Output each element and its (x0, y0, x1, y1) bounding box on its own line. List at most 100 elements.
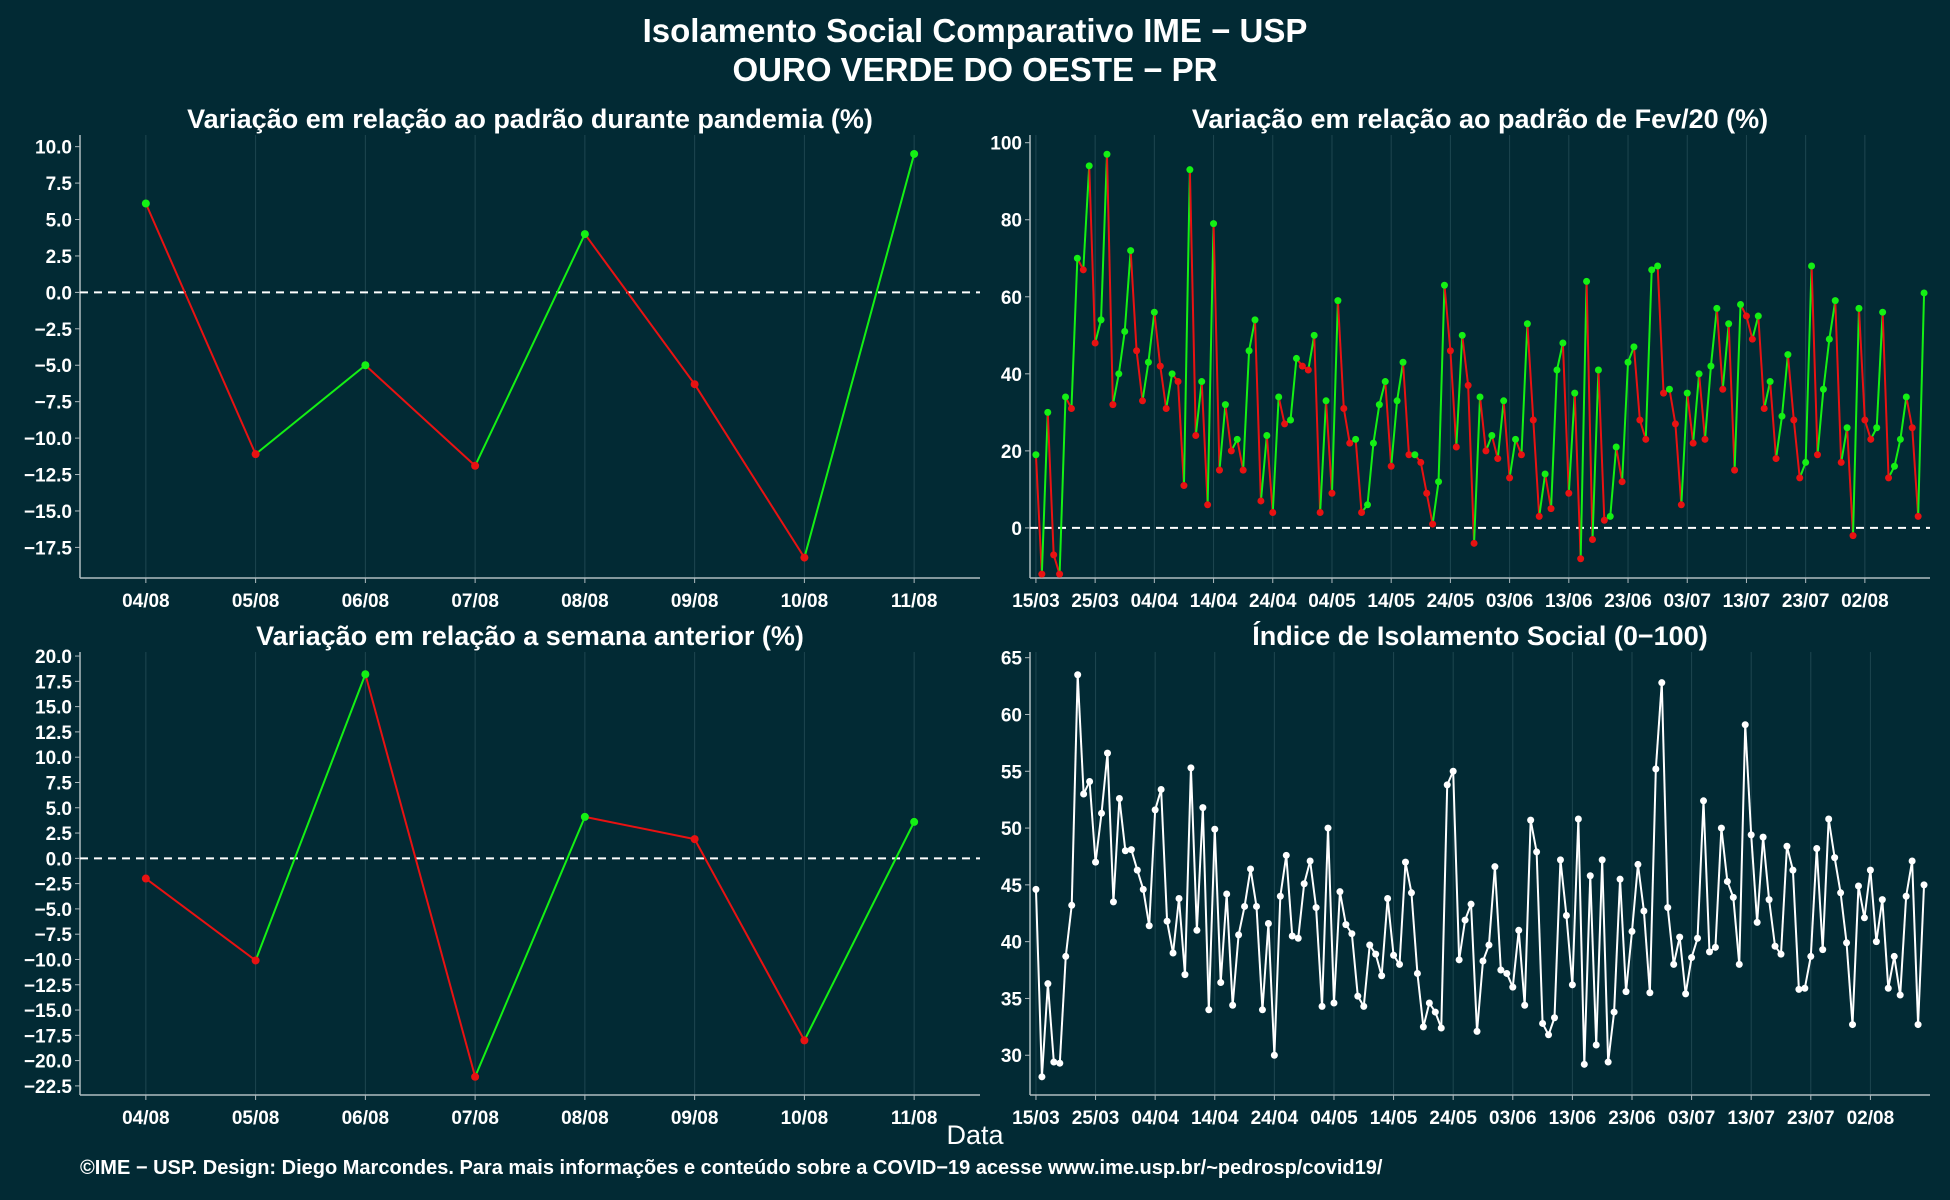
data-point (1390, 951, 1398, 959)
series-segment (1182, 169, 1191, 486)
data-point (1174, 378, 1182, 386)
series-segment (1520, 323, 1529, 455)
data-point (1866, 866, 1874, 874)
data-point (1227, 447, 1235, 455)
series-segment (1846, 427, 1855, 536)
series-segment (1555, 342, 1564, 371)
data-point (1754, 312, 1762, 320)
series-segment (1082, 165, 1091, 270)
series-segment (1779, 846, 1788, 955)
series-segment (1231, 934, 1240, 1006)
data-point (1683, 389, 1691, 397)
data-point (1843, 424, 1851, 432)
data-point (1583, 277, 1591, 285)
data-point (1790, 416, 1798, 424)
x-tick-label: 04/05 (1310, 1108, 1358, 1129)
y-tick-label: 60 (1001, 288, 1022, 309)
y-tick-label: 30 (1001, 1046, 1022, 1067)
series-segment (1648, 768, 1657, 993)
series-segment (1745, 315, 1754, 340)
series-segment (1419, 462, 1428, 494)
series-segment (1828, 300, 1837, 340)
data-point (1157, 785, 1165, 793)
data-point (1298, 362, 1306, 370)
data-point (1896, 435, 1904, 443)
data-point (1512, 435, 1520, 443)
series-segment (1559, 859, 1568, 916)
series-segment (1684, 957, 1693, 995)
y-tick-label: 15.0 (35, 698, 72, 719)
data-point (1405, 451, 1413, 459)
series-segment (474, 816, 586, 1078)
data-point (1269, 509, 1277, 517)
data-point (1085, 162, 1093, 170)
data-point (1369, 439, 1377, 447)
data-point (1920, 881, 1928, 889)
data-point (1831, 297, 1839, 305)
data-point (1586, 872, 1594, 880)
y-tick-label: −22.5 (24, 1077, 73, 1098)
series-segment (1529, 819, 1538, 853)
series-segment (1046, 412, 1055, 555)
data-point (471, 461, 480, 470)
series-segment (1493, 866, 1502, 971)
series-segment (1733, 304, 1742, 471)
data-point (1443, 781, 1451, 789)
data-point (1103, 150, 1111, 158)
data-point (1328, 489, 1336, 497)
data-point (1241, 902, 1249, 910)
panel-indice: Índice de Isolamento Social (0−100) 65 60 5… (1001, 620, 1930, 1129)
data-point (1541, 470, 1549, 478)
series-segment (1249, 868, 1258, 907)
data-point (580, 230, 589, 239)
data-point (1413, 969, 1421, 977)
data-point (1855, 304, 1863, 312)
data-point (1300, 880, 1308, 888)
y-tick-label: 0.0 (46, 849, 72, 870)
data-point (1387, 462, 1395, 470)
series-segment (1821, 818, 1830, 950)
series-segment (1869, 870, 1878, 942)
series-segment (1756, 837, 1765, 923)
x-tick-label: 09/08 (671, 591, 719, 612)
data-point (1322, 397, 1330, 405)
data-point (1694, 934, 1702, 942)
data-point (1205, 1006, 1213, 1014)
series-segment (1362, 944, 1371, 1007)
data-point (1464, 381, 1472, 389)
series-segment (1696, 800, 1705, 939)
data-point (1186, 166, 1194, 174)
data-point (1819, 385, 1827, 393)
series-segment (1194, 381, 1203, 436)
data-point (1664, 904, 1672, 912)
data-point (1217, 979, 1225, 987)
series-segment (1827, 818, 1836, 858)
y-tick-label: 7.5 (46, 773, 73, 794)
series-segment (1721, 323, 1730, 390)
series-segment (1585, 281, 1594, 540)
data-point (1890, 952, 1898, 960)
series-segment (1342, 408, 1351, 444)
data-point (1523, 320, 1531, 328)
series-segment (1242, 350, 1251, 471)
data-point (1312, 904, 1320, 912)
series-segment (1160, 789, 1169, 922)
data-point (1784, 351, 1792, 359)
data-point (1324, 824, 1332, 832)
data-point (1825, 335, 1833, 343)
x-tick-label: 04/08 (122, 591, 170, 612)
data-point (1318, 1002, 1326, 1010)
data-point (1115, 370, 1123, 378)
series-segment (1630, 864, 1639, 932)
series-segment (1839, 892, 1848, 943)
series-segment (1714, 828, 1723, 948)
data-point (1482, 447, 1490, 455)
data-point (1229, 1001, 1237, 1009)
data-point (1470, 539, 1478, 547)
series-segment (1183, 767, 1192, 975)
data-point (1292, 354, 1300, 362)
series-segment (1911, 427, 1920, 517)
data-point (1701, 435, 1709, 443)
data-point (1711, 943, 1719, 951)
series-segment (1791, 870, 1800, 990)
